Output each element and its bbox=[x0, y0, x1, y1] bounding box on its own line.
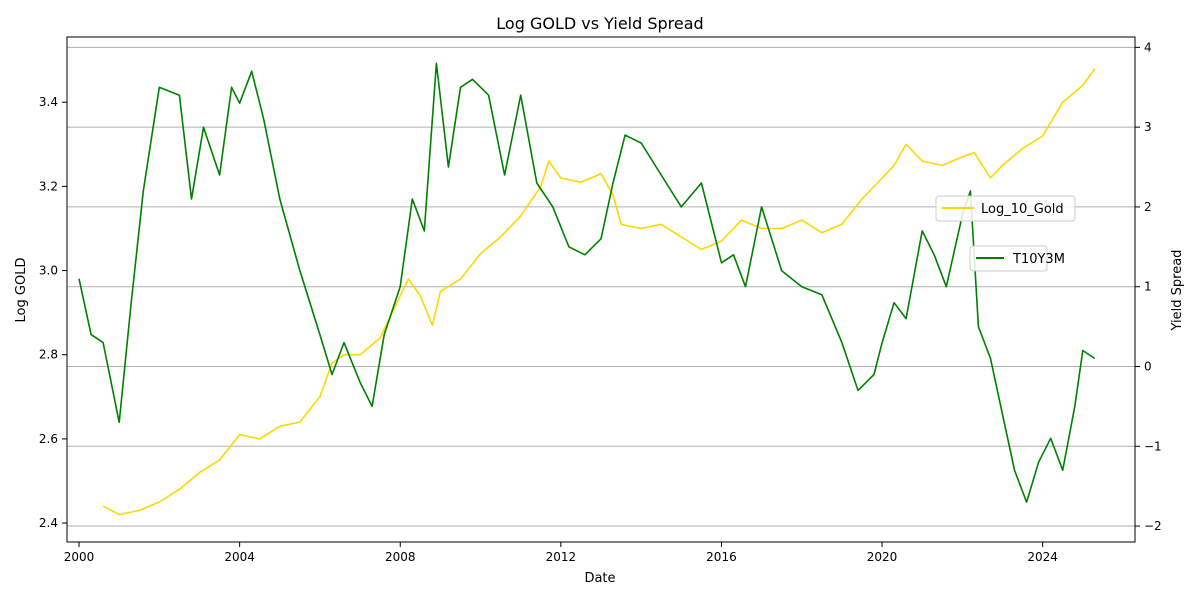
y-axis-right-label: Yield Spread bbox=[1170, 250, 1185, 332]
y-right-tick-label-5: 3 bbox=[1144, 120, 1152, 134]
y-right-tick-label-4: 2 bbox=[1144, 200, 1152, 214]
y-axis-left: 2.4 2.6 2.8 3.0 3.2 3.4 bbox=[39, 95, 67, 530]
chart-title: Log GOLD vs Yield Spread bbox=[496, 14, 703, 33]
y-axis-left-label: Log GOLD bbox=[14, 258, 29, 323]
legend-spread-label: T10Y3M bbox=[1012, 252, 1065, 267]
y-left-tick-label-5: 3.4 bbox=[39, 95, 58, 109]
y-left-tick-label-3: 3.0 bbox=[39, 264, 58, 278]
x-tick-label-3: 2012 bbox=[546, 550, 577, 564]
x-tick-label-5: 2020 bbox=[867, 550, 898, 564]
legend-spread: T10Y3M bbox=[969, 245, 1065, 272]
legend-gold-box bbox=[935, 195, 1076, 222]
y-axis-right: −2 −1 0 1 2 3 4 bbox=[1135, 40, 1162, 533]
y-left-tick-label-1: 2.6 bbox=[39, 432, 58, 446]
grid-lines bbox=[67, 46, 1135, 527]
x-tick-label-1: 2004 bbox=[224, 550, 255, 564]
y-left-tick-label-2: 2.8 bbox=[39, 348, 58, 362]
y-right-tick-label-1: −1 bbox=[1144, 439, 1162, 453]
y-right-tick-label-2: 0 bbox=[1144, 359, 1152, 373]
x-tick-label-4: 2016 bbox=[706, 550, 737, 564]
legend-gold: Log_10_Gold bbox=[935, 195, 1076, 222]
legend-gold-label: Log_10_Gold bbox=[981, 202, 1064, 217]
y-right-tick-label-0: −2 bbox=[1144, 519, 1162, 533]
y-right-tick-label-6: 4 bbox=[1144, 40, 1152, 54]
x-tick-label-0: 2000 bbox=[64, 550, 95, 564]
series-layer bbox=[78, 62, 1096, 516]
x-axis-label: Date bbox=[584, 571, 615, 586]
x-axis: 2000 2004 2008 2012 2016 2020 2024 bbox=[64, 542, 1058, 564]
y-left-tick-label-4: 3.2 bbox=[39, 179, 58, 193]
plot-frame bbox=[66, 36, 1136, 543]
x-tick-label-2: 2008 bbox=[385, 550, 416, 564]
y-left-tick-label-0: 2.4 bbox=[39, 516, 58, 530]
y-right-tick-label-3: 1 bbox=[1144, 280, 1152, 294]
series-line-log-10-gold bbox=[102, 68, 1096, 516]
legend-spread-box bbox=[969, 245, 1048, 272]
series-line-t10y3m bbox=[78, 62, 1096, 503]
x-tick-label-6: 2024 bbox=[1027, 550, 1058, 564]
